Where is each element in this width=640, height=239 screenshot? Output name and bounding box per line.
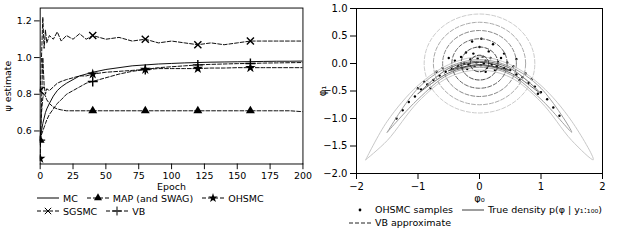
svg-text:φ₀: φ₀ [474, 193, 485, 204]
svg-text:125: 125 [195, 170, 213, 181]
svg-text:25: 25 [67, 170, 79, 181]
svg-text:0: 0 [37, 170, 43, 181]
svg-text:φ₁: φ₁ [317, 86, 328, 97]
html-text:True density p(φ | y₁:₁₀₀): True density p(φ | y₁:₁₀₀) [487, 204, 602, 215]
svg-text:−1: −1 [411, 181, 426, 192]
html-text:OHSMC samples: OHSMC samples [374, 204, 453, 215]
svg-text:1.0: 1.0 [17, 52, 32, 63]
svg-text:−0.5: −0.5 [323, 85, 348, 97]
svg-text:ψ estimate: ψ estimate [2, 60, 13, 111]
svg-text:200: 200 [294, 170, 312, 181]
svg-text:1: 1 [538, 181, 544, 192]
html-text:OHSMC: OHSMC [228, 192, 264, 204]
html-text:VB approximate: VB approximate [374, 217, 451, 228]
svg-text:−2.0: −2.0 [323, 168, 347, 179]
svg-text:0.5: 0.5 [332, 30, 348, 41]
svg-text:0.0: 0.0 [332, 58, 348, 69]
svg-text:−1.0: −1.0 [323, 113, 347, 124]
svg-text:75: 75 [133, 170, 145, 181]
html-text:MC: MC [63, 192, 78, 204]
svg-text:0.8: 0.8 [17, 88, 32, 99]
svg-text:−1.5: −1.5 [323, 140, 347, 151]
svg-text:1.2: 1.2 [17, 15, 32, 26]
svg-text:175: 175 [261, 170, 279, 181]
html-text:VB: VB [132, 205, 146, 217]
svg-text:100: 100 [163, 170, 181, 181]
svg-text:50: 50 [100, 170, 112, 181]
svg-text:0.6: 0.6 [17, 125, 32, 136]
svg-text:150: 150 [228, 170, 246, 181]
svg-text:1.0: 1.0 [332, 3, 348, 14]
svg-text:0: 0 [476, 181, 482, 192]
svg-text:2: 2 [599, 181, 605, 192]
html-text:MAP (and SWAG): MAP (and SWAG) [112, 192, 194, 204]
html-text:SGSMC: SGSMC [63, 205, 98, 217]
svg-text:−2: −2 [349, 181, 364, 192]
svg-text:Epoch: Epoch [157, 181, 186, 191]
